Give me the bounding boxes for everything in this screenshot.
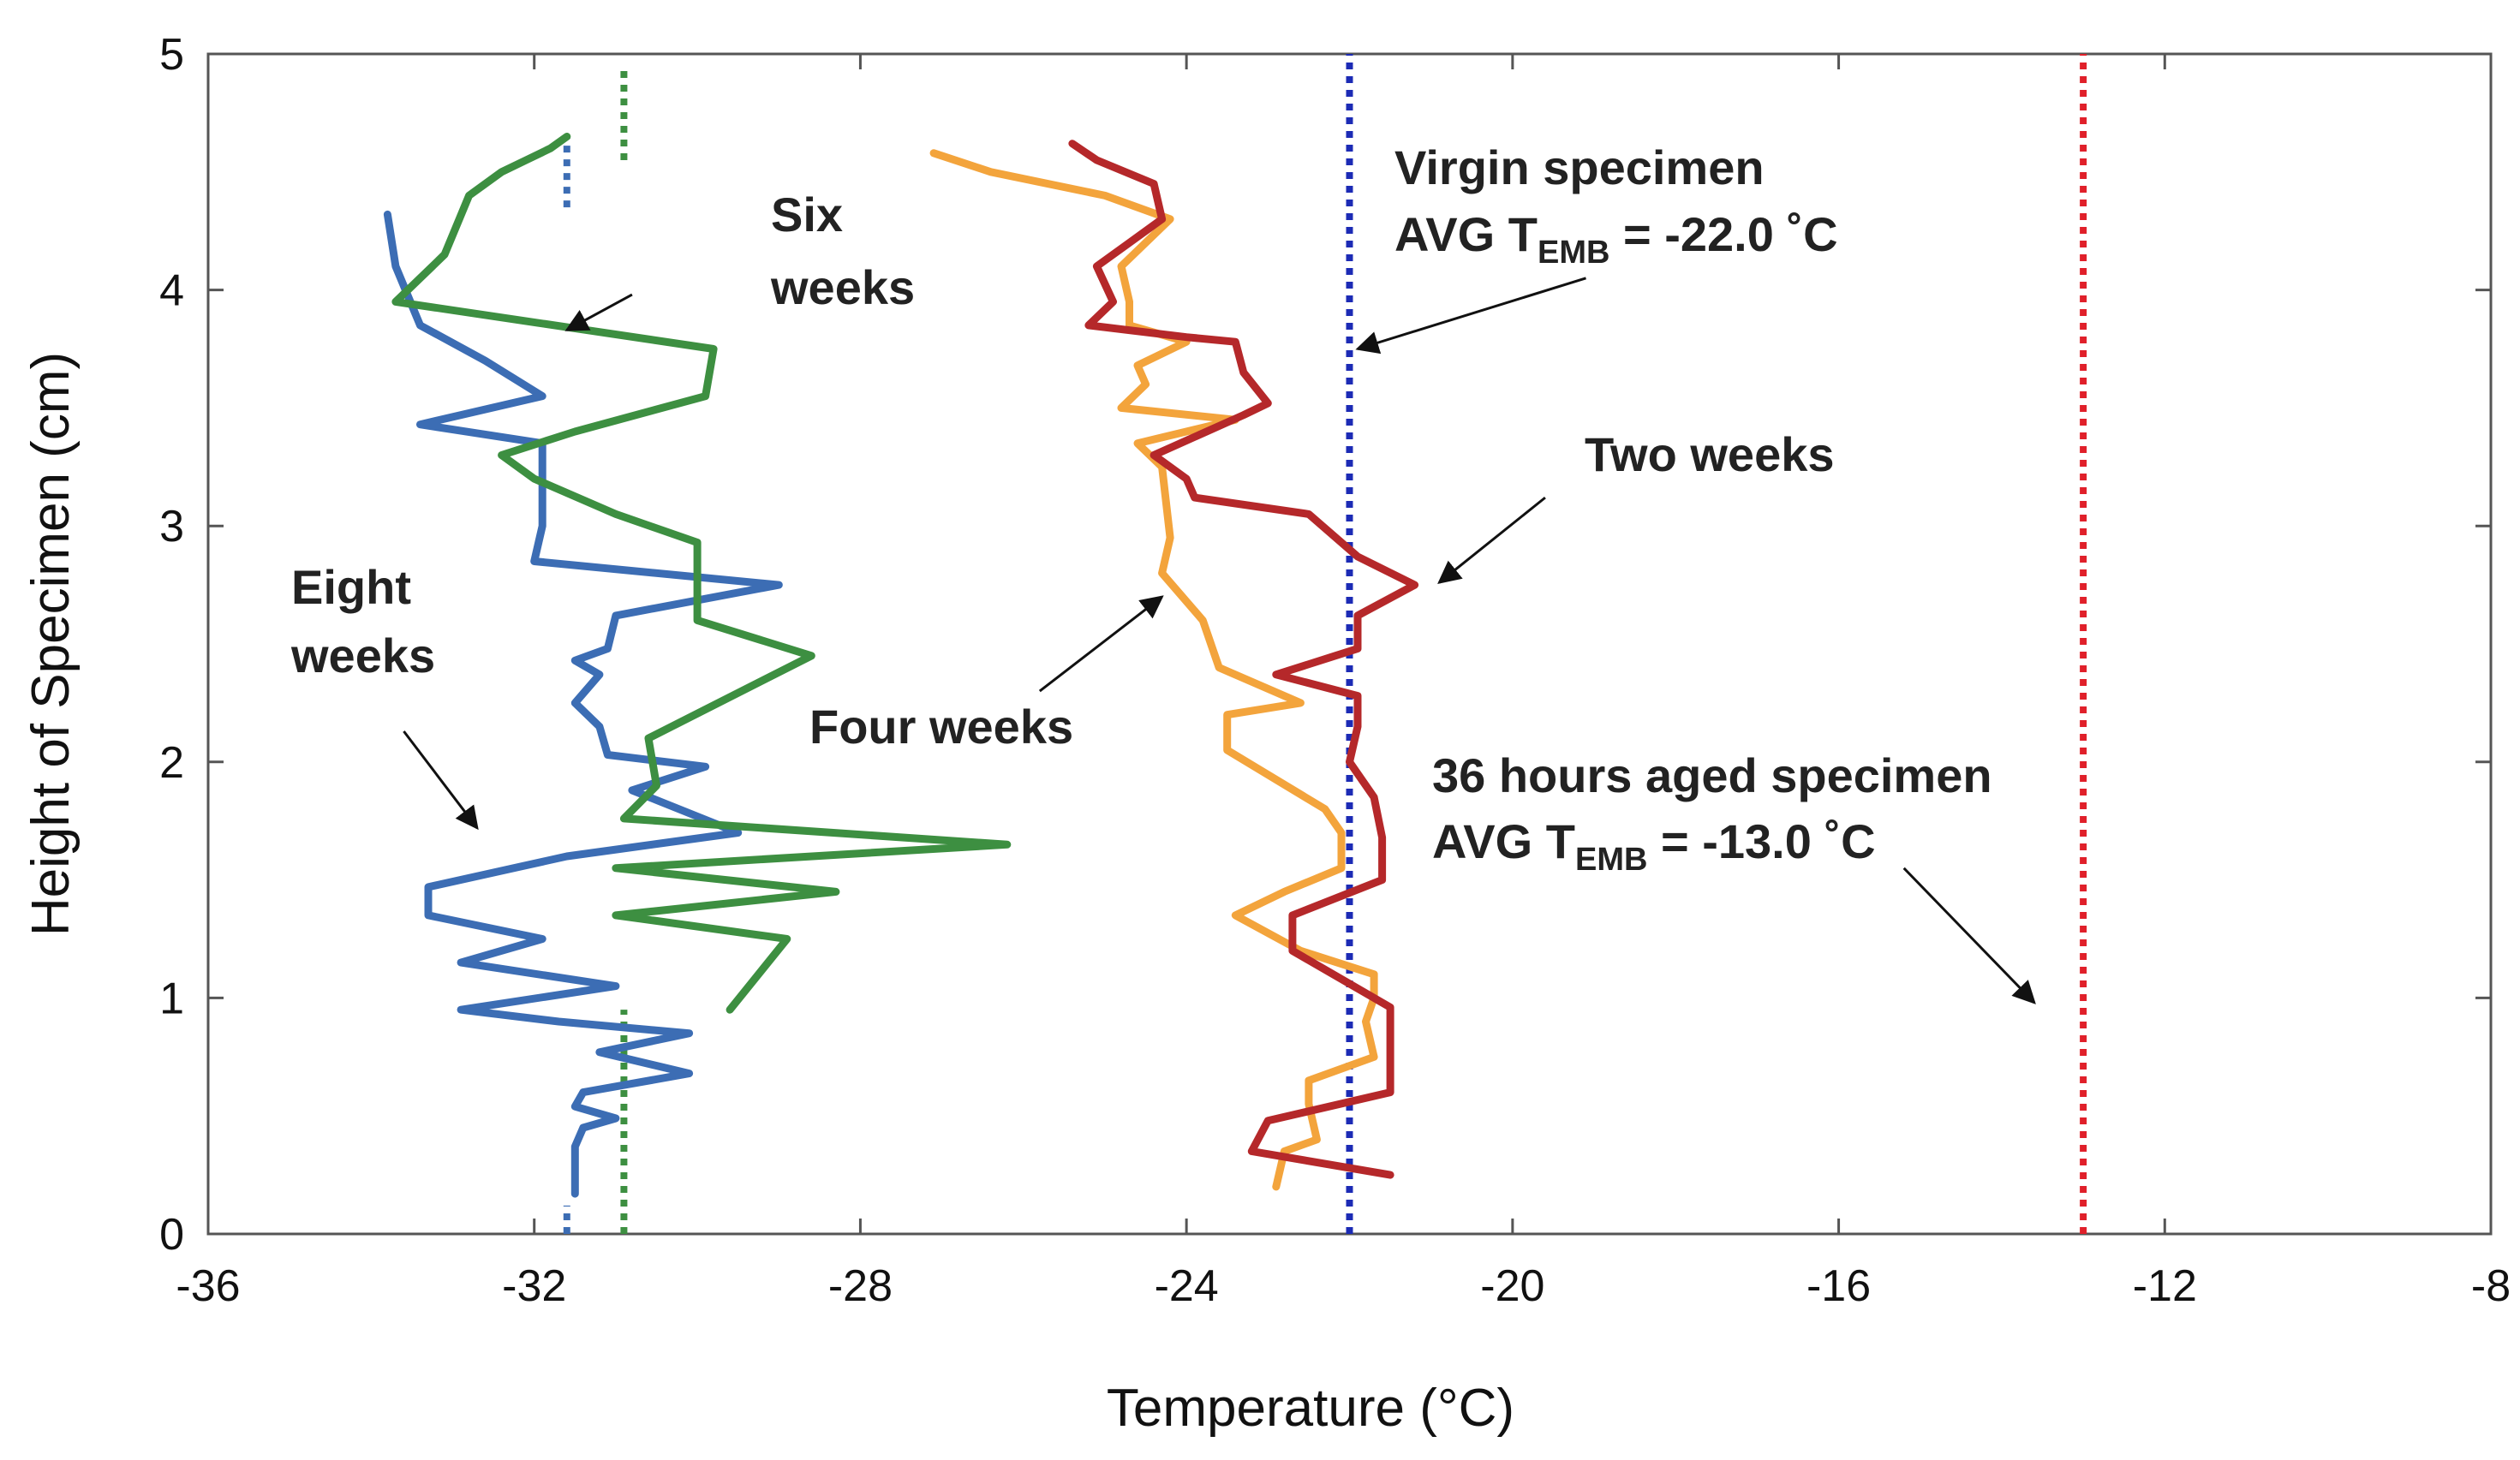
y-axis-title: Height of Specimen (cm) — [21, 352, 81, 936]
y-tick-label: 1 — [159, 974, 184, 1023]
annotation-text: Four weeks — [809, 700, 1073, 754]
annotation-arrow — [1355, 277, 1586, 355]
y-tick-label: 3 — [159, 502, 184, 551]
x-tick-label: -12 — [2133, 1261, 2197, 1311]
annotation-text: Eight — [291, 560, 411, 614]
y-tick-label: 2 — [159, 738, 184, 788]
x-tick-label: -24 — [1155, 1261, 1219, 1311]
x-tick-labels: -36 -32 -28 -24 -20 -16 -12 -8 — [176, 1261, 2511, 1311]
annotation-arrow — [403, 730, 479, 831]
annotation-avg-text: AVG TEMB = -22.0 ˚C — [1394, 207, 1838, 271]
annotation-six-weeks: Six weeks — [770, 188, 915, 314]
x-tick-label: -28 — [828, 1261, 893, 1311]
y-tick-labels: 0 1 2 3 4 5 — [159, 30, 184, 1260]
annotation-text: Two weeks — [1585, 427, 1835, 481]
annotation-36-hours: 36 hours aged specimen AVG TEMB = -13.0 … — [1432, 748, 1992, 878]
annotation-text: Virgin specimen — [1394, 140, 1765, 194]
y-tick-label: 0 — [159, 1210, 184, 1260]
annotation-virgin-specimen: Virgin specimen AVG TEMB = -22.0 ˚C — [1394, 140, 1838, 271]
annotation-four-weeks: Four weeks — [809, 700, 1073, 754]
reference-lines — [563, 54, 2087, 1234]
series-line-two-weeks — [1068, 140, 1419, 1179]
data-series — [383, 133, 1419, 1198]
annotation-text: weeks — [770, 260, 915, 314]
annotation-avg-text: AVG TEMB = -13.0 ˚C — [1432, 814, 1876, 878]
annotation-text: 36 hours aged specimen — [1432, 748, 1992, 802]
y-tick-label: 5 — [159, 30, 184, 80]
x-tick-label: -8 — [2471, 1261, 2511, 1311]
series-line-six-weeks — [391, 133, 1012, 1014]
annotation-arrow — [564, 293, 633, 331]
annotation-text: weeks — [290, 629, 435, 682]
annotation-arrow — [1902, 867, 2036, 1004]
x-tick-label: -32 — [502, 1261, 566, 1311]
annotation-text: Six — [771, 188, 843, 241]
series-line-four-weeks — [929, 149, 1378, 1191]
annotation-arrow — [1437, 496, 1546, 585]
x-tick-label: -16 — [1806, 1261, 1871, 1311]
tick-marks — [206, 52, 2493, 1236]
x-tick-label: -36 — [176, 1261, 240, 1311]
x-tick-label: -20 — [1480, 1261, 1544, 1311]
x-axis-title: Temperature (°C) — [1107, 1379, 1514, 1438]
annotation-two-weeks: Two weeks — [1585, 427, 1835, 481]
annotation-eight-weeks: Eight weeks — [290, 560, 435, 682]
y-tick-label: 4 — [159, 266, 184, 316]
annotation-arrows — [403, 277, 2036, 1004]
annotation-arrow — [1038, 595, 1164, 693]
